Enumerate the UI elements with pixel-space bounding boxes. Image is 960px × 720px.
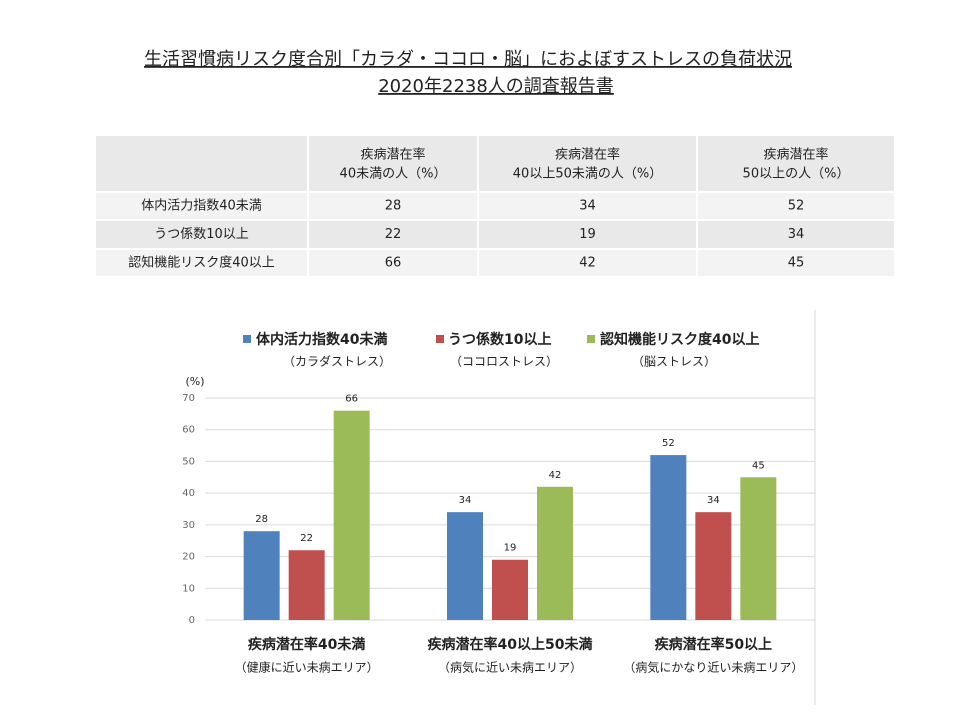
- table-value: 42: [579, 256, 596, 271]
- y-tick-label: 50: [182, 456, 195, 467]
- legend-note: （カラダストレス）: [283, 354, 391, 369]
- legend-label: 認知機能リスク度40以上: [600, 331, 759, 348]
- table-value: 28: [385, 199, 402, 214]
- row-label: 認知機能リスク度40以上: [128, 255, 275, 271]
- table-header: 40未満の人（%）: [340, 167, 447, 182]
- bar: [447, 512, 483, 620]
- table-cell: [94, 134, 309, 193]
- legend-note: （脳ストレス）: [632, 355, 716, 369]
- table-header: 疾病潜在率: [555, 147, 620, 163]
- data-label: 34: [707, 495, 720, 506]
- table-cell: [696, 219, 896, 250]
- data-label: 42: [549, 470, 562, 481]
- table-value: 45: [788, 256, 805, 271]
- table-cell: [307, 134, 479, 193]
- table-cell: [477, 248, 698, 278]
- data-label: 52: [662, 438, 675, 449]
- title: 生活習慣病リスク度合別「カラダ・ココロ・脳」におよぼすストレスの負荷状況: [144, 49, 792, 70]
- table-value: 22: [385, 227, 402, 242]
- data-label: 19: [504, 543, 517, 554]
- row-label: 体内活力指数40未満: [141, 198, 262, 214]
- y-tick-label: 10: [182, 583, 195, 594]
- bar: [243, 531, 280, 620]
- legend-label: 体内活力指数40未満: [256, 331, 387, 348]
- x-tick-note: （健康に近い未病エリア）: [235, 660, 379, 675]
- bar: [492, 559, 528, 620]
- bar: [288, 550, 325, 620]
- legend-note: （ココロストレス）: [450, 355, 558, 369]
- data-label: 45: [752, 460, 765, 471]
- y-tick-label: 20: [182, 552, 195, 563]
- table-value: 19: [579, 227, 596, 242]
- legend-swatch: [436, 335, 444, 343]
- bar: [695, 512, 732, 620]
- table-value: 52: [788, 199, 805, 214]
- table-header: 50以上の人（%）: [743, 167, 850, 182]
- table-cell: [477, 134, 698, 193]
- bar: [740, 477, 777, 620]
- data-label: 28: [255, 514, 268, 525]
- y-tick-label: 30: [182, 520, 195, 531]
- row-label: うつ係数10以上: [154, 227, 249, 242]
- y-tick-label: 70: [182, 393, 195, 404]
- table-value: 66: [385, 256, 402, 271]
- y-tick-label: 60: [182, 425, 195, 436]
- data-label: 66: [345, 394, 358, 405]
- x-tick-label: 疾病潜在率40以上50未満: [428, 636, 593, 653]
- y-tick-label: 0: [189, 615, 195, 626]
- bar: [333, 410, 370, 620]
- x-tick-note: （病気にかなり近い未病エリア）: [623, 660, 803, 675]
- legend-label: うつ係数10以上: [448, 331, 551, 348]
- table-cell: [696, 248, 896, 278]
- subtitle: 2020年2238人の調査報告書: [378, 76, 614, 97]
- table-header: 疾病潜在率: [360, 147, 425, 163]
- y-axis-label: (%): [185, 375, 204, 388]
- table-cell: [307, 248, 479, 278]
- bar: [650, 455, 687, 620]
- legend-swatch: [587, 335, 595, 343]
- x-tick-label: 疾病潜在率50以上: [655, 636, 772, 653]
- table-header: 疾病潜在率: [763, 147, 828, 163]
- table-header: 40以上50未満の人（%）: [513, 167, 662, 182]
- legend-swatch: [243, 335, 251, 343]
- y-tick-label: 40: [182, 488, 195, 499]
- table-cell: [696, 134, 896, 193]
- table-value: 34: [788, 227, 805, 242]
- x-tick-label: 疾病潜在率40未満: [248, 636, 365, 653]
- x-tick-note: （病気に近い未病エリア）: [438, 660, 582, 675]
- data-label: 34: [459, 495, 472, 506]
- table-cell: [94, 248, 309, 278]
- table-value: 34: [579, 199, 596, 214]
- table-cell: [307, 191, 479, 221]
- bar: [537, 486, 573, 620]
- data-label: 22: [300, 533, 313, 544]
